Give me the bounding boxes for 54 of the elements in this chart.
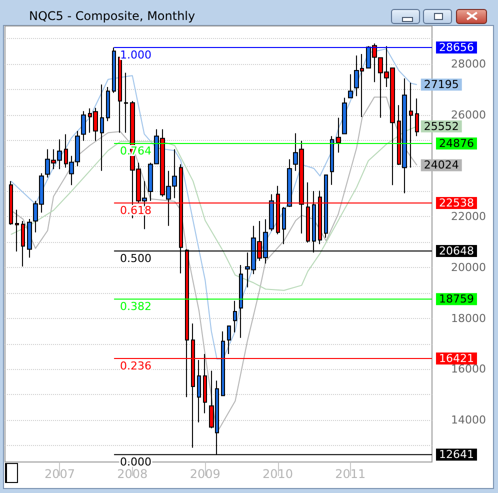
candlestick [269, 194, 274, 232]
candlestick [233, 300, 237, 333]
x-tick-label: 2011 [335, 467, 366, 481]
data-label: 12641 [439, 448, 474, 462]
candlestick [239, 264, 243, 338]
candlestick [415, 98, 419, 137]
candlestick [342, 97, 347, 135]
candlestick [282, 206, 286, 245]
series-label: 1.000 [120, 48, 152, 62]
candlestick [21, 220, 25, 267]
x-tick-label: 2009 [190, 467, 220, 481]
candlestick [100, 84, 104, 172]
y-tick-label: 28000 [451, 58, 486, 71]
line-series [10, 126, 418, 291]
data-label: 25552 [424, 120, 459, 133]
y-tick-label: 26000 [451, 108, 486, 122]
y-tick-label: 14000 [451, 414, 486, 427]
data-label: 20648 [439, 244, 474, 258]
candlestick [409, 82, 413, 168]
series-label: 0.500 [120, 252, 152, 266]
candlestick [124, 72, 128, 134]
data-label: 24024 [424, 158, 459, 172]
x-tick-label: 2010 [262, 467, 294, 481]
data-label: 18759 [439, 292, 474, 306]
series-label: 0.382 [120, 300, 152, 314]
candlestick [9, 180, 13, 226]
y-tick-label: 18000 [451, 312, 486, 325]
data-label: 16421 [439, 352, 474, 366]
data-label: 24876 [439, 137, 474, 150]
candlestick [112, 46, 116, 94]
data-label: 28656 [439, 40, 474, 54]
candlestick [197, 360, 201, 423]
candlestick [324, 174, 328, 238]
series-label: 0.000 [120, 456, 152, 469]
candlestick [330, 136, 334, 186]
chart-title: NQC5 - Composite, Monthly [29, 9, 196, 23]
y-tick-label: 22000 [451, 210, 486, 224]
y-tick-label: 16000 [451, 362, 486, 376]
candlestick [15, 209, 19, 252]
candlestick [336, 117, 341, 154]
series-label: 0.236 [120, 360, 152, 373]
candlestick [221, 330, 225, 396]
candlestick [118, 56, 122, 134]
candlestick [227, 325, 231, 354]
y-tick-label: 20000 [451, 261, 486, 274]
data-label: 27195 [424, 78, 459, 92]
candlestick [81, 110, 86, 142]
x-tick-label: 2008 [117, 467, 148, 481]
candlestick [287, 158, 292, 208]
x-tick-label: 2007 [44, 467, 75, 481]
data-label: 22538 [439, 196, 474, 210]
candlestick [348, 74, 353, 98]
candlestick [106, 86, 110, 122]
candlestick [27, 218, 32, 258]
